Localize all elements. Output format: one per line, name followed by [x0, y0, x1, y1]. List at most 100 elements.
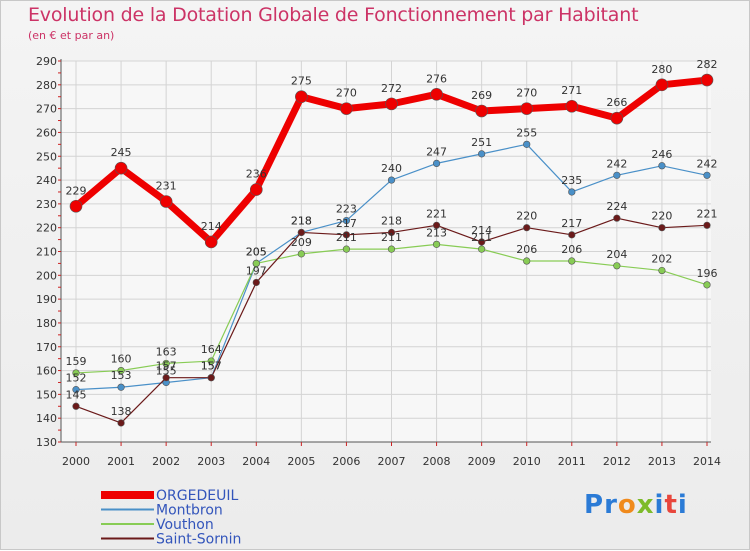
data-point-vouthon — [658, 266, 666, 275]
x-tick-label: 2009 — [468, 455, 496, 468]
data-label-montbron: 240 — [381, 162, 402, 175]
data-label-vouthon: 211 — [336, 231, 357, 244]
data-point-vouthon — [568, 257, 576, 265]
x-tick-label: 2000 — [62, 455, 90, 468]
data-point-vouthon — [523, 257, 531, 265]
data-point-orgedeuil — [520, 102, 534, 115]
data-label-orgedeuil: 269 — [471, 89, 492, 102]
data-point-orgedeuil — [655, 78, 669, 92]
data-label-saint-sornin: 214 — [471, 224, 492, 237]
series-orgedeuil — [69, 73, 714, 249]
data-point-montbron — [523, 140, 531, 148]
x-tick-label: 2014 — [693, 455, 721, 468]
data-point-vouthon — [432, 240, 441, 248]
data-label-montbron: 223 — [336, 203, 357, 216]
y-tick-label: 130 — [36, 436, 57, 449]
y-tick-label: 160 — [36, 365, 57, 378]
y-tick-label: 270 — [36, 103, 57, 116]
data-point-orgedeuil — [295, 90, 308, 104]
data-point-saint-sornin — [297, 228, 305, 237]
logo-letter: i — [654, 490, 665, 520]
data-point-orgedeuil — [340, 102, 353, 115]
x-tick-label: 2005 — [287, 455, 315, 468]
data-label-orgedeuil: 229 — [66, 184, 87, 197]
data-point-vouthon — [478, 245, 486, 253]
data-label-orgedeuil: 271 — [561, 84, 582, 97]
data-label-orgedeuil: 270 — [336, 87, 357, 100]
data-point-montbron — [613, 171, 621, 179]
data-label-vouthon: 196 — [697, 267, 718, 280]
data-point-orgedeuil — [700, 73, 714, 87]
y-tick-label: 280 — [36, 79, 57, 92]
legend-label-montbron: Montbron — [156, 503, 223, 519]
data-label-vouthon: 160 — [111, 353, 132, 366]
data-point-montbron — [342, 216, 351, 225]
logo-letter: x — [636, 490, 655, 520]
y-tick-label: 210 — [36, 246, 57, 259]
data-point-saint-sornin — [162, 374, 170, 382]
x-tick-label: 2007 — [378, 455, 406, 468]
data-point-saint-sornin — [613, 214, 621, 222]
y-tick-label: 290 — [36, 55, 57, 68]
logo-letter: r — [604, 490, 618, 520]
data-point-vouthon — [613, 262, 621, 270]
series-saint-sornin — [72, 214, 711, 427]
data-point-saint-sornin — [703, 221, 711, 229]
logo-letter: o — [617, 490, 637, 520]
y-tick-label: 140 — [36, 412, 57, 425]
data-point-montbron — [568, 188, 576, 196]
data-point-orgedeuil — [565, 99, 579, 113]
data-label-montbron: 255 — [516, 126, 537, 139]
data-point-montbron — [703, 171, 711, 179]
data-label-orgedeuil: 276 — [426, 72, 447, 85]
series-vouthon — [72, 240, 711, 377]
x-tick-label: 2008 — [423, 455, 451, 468]
x-tick-label: 2012 — [603, 455, 631, 468]
data-label-vouthon: 205 — [246, 245, 267, 258]
data-label-orgedeuil: 245 — [111, 146, 132, 159]
data-point-saint-sornin — [658, 224, 666, 232]
data-point-montbron — [478, 150, 486, 158]
data-label-vouthon: 202 — [651, 253, 672, 266]
data-label-vouthon: 163 — [156, 345, 177, 358]
y-tick-label: 180 — [36, 317, 57, 330]
data-label-saint-sornin: 218 — [291, 214, 312, 227]
data-label-orgedeuil: 282 — [697, 58, 718, 71]
data-point-saint-sornin — [478, 238, 486, 246]
data-point-saint-sornin — [207, 374, 215, 382]
data-label-vouthon: 213 — [426, 226, 447, 239]
data-label-orgedeuil: 236 — [246, 168, 267, 181]
data-point-vouthon — [72, 369, 80, 377]
y-tick-label: 260 — [36, 126, 57, 139]
logo-letter: t — [664, 490, 678, 520]
data-label-saint-sornin: 157 — [201, 360, 222, 373]
data-point-saint-sornin — [117, 419, 125, 427]
data-point-saint-sornin — [568, 231, 576, 239]
y-tick-label: 200 — [36, 269, 57, 282]
data-point-orgedeuil — [204, 235, 218, 249]
data-point-montbron — [72, 386, 80, 394]
data-label-montbron: 242 — [697, 157, 718, 170]
data-label-saint-sornin: 220 — [516, 210, 537, 223]
y-tick-label: 240 — [36, 174, 57, 187]
data-label-vouthon: 206 — [516, 243, 537, 256]
data-label-vouthon: 209 — [291, 236, 312, 249]
data-label-vouthon: 211 — [471, 231, 492, 244]
x-tick-label: 2013 — [648, 455, 676, 468]
data-label-saint-sornin: 218 — [381, 214, 402, 227]
data-label-vouthon: 164 — [201, 343, 222, 356]
legend-label-saint-sornin: Saint-Sornin — [156, 532, 241, 548]
data-point-vouthon — [117, 366, 125, 375]
x-tick-label: 2004 — [242, 455, 270, 468]
data-label-saint-sornin: 145 — [66, 388, 87, 401]
data-label-montbron: 235 — [561, 174, 582, 187]
data-label-vouthon: 204 — [606, 248, 627, 261]
data-point-montbron — [432, 159, 441, 167]
data-label-orgedeuil: 270 — [516, 87, 537, 100]
x-tick-label: 2003 — [197, 455, 225, 468]
data-label-saint-sornin: 157 — [156, 360, 177, 373]
data-label-saint-sornin: 197 — [246, 264, 267, 277]
data-point-orgedeuil — [114, 161, 128, 175]
